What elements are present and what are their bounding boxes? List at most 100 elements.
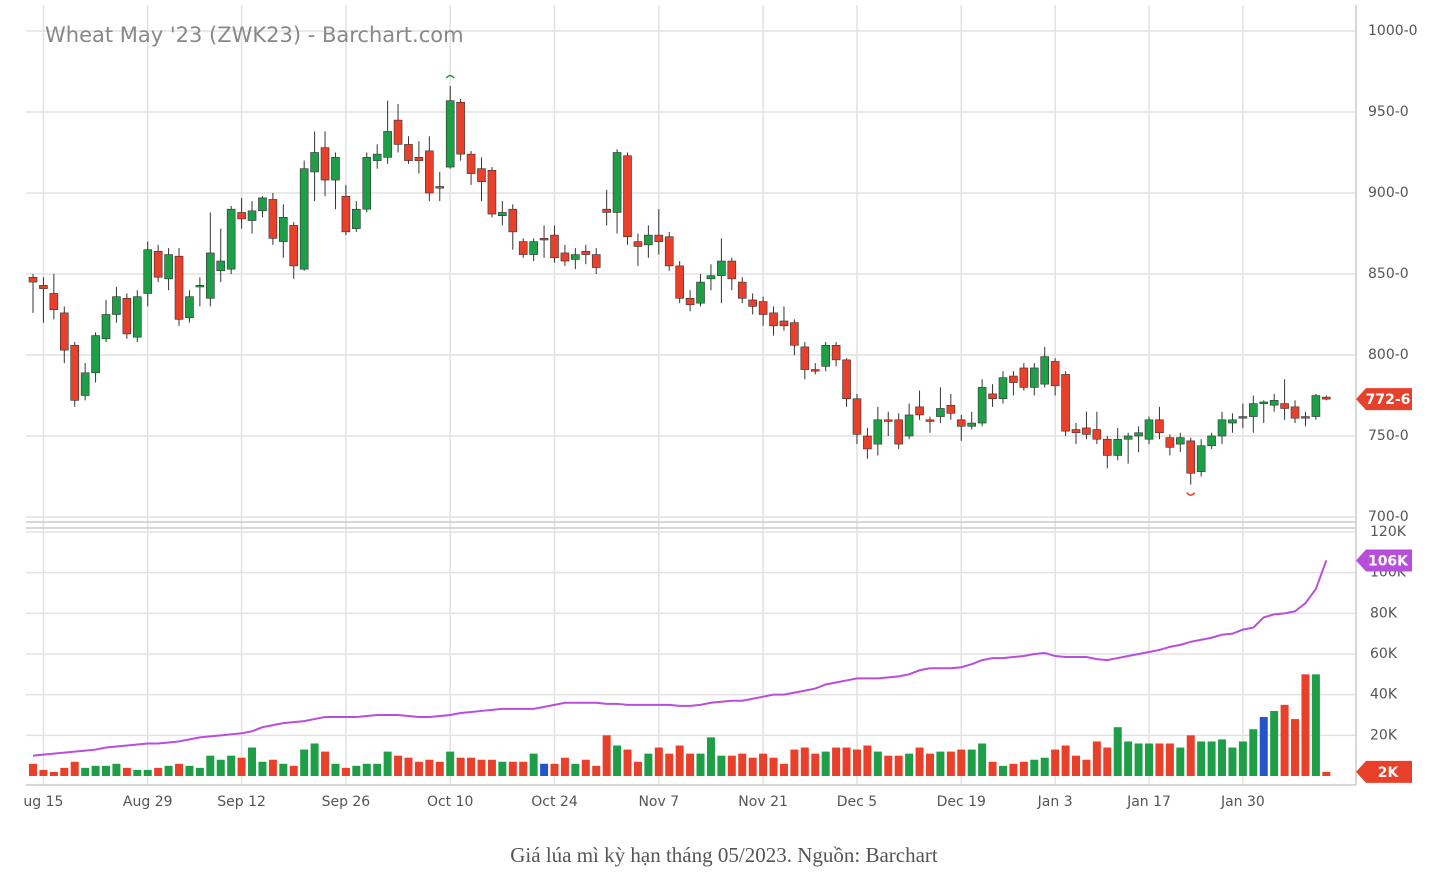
candle-body	[341, 195, 351, 233]
volume-bar	[133, 769, 142, 776]
volume-bar	[1030, 759, 1039, 776]
volume-bar	[560, 757, 569, 776]
volume-bar	[289, 765, 298, 776]
candle-body	[1113, 438, 1123, 456]
candle-body	[70, 344, 80, 401]
candle-body	[1019, 367, 1029, 388]
volume-bar	[665, 753, 674, 776]
volume-bar	[175, 763, 184, 776]
volume-bar	[91, 765, 100, 776]
candle-body	[706, 275, 716, 280]
candle-body	[268, 199, 278, 239]
candle-body	[1165, 437, 1175, 448]
candle-body	[185, 296, 194, 319]
volume-bar	[863, 745, 872, 776]
volume-bar	[352, 765, 361, 776]
volume-bar	[998, 765, 1007, 776]
candle-body	[790, 322, 799, 346]
x-tick-label: Sep 12	[217, 794, 266, 810]
volume-bar	[988, 761, 997, 776]
candle-body	[164, 254, 173, 280]
candle-body	[133, 296, 142, 338]
volume-bar	[467, 757, 476, 776]
candle-body	[988, 393, 997, 400]
candle-body	[279, 217, 288, 242]
candle-body	[1123, 435, 1133, 440]
candle-body	[91, 335, 100, 374]
candle-body	[414, 157, 424, 161]
candle-body	[602, 208, 611, 213]
value-badge	[1356, 760, 1412, 783]
volume-bar	[1322, 771, 1331, 776]
candle-body	[1009, 375, 1018, 383]
x-tick-label: Jan 30	[1220, 794, 1265, 810]
volume-bar	[206, 755, 215, 776]
candle-body	[226, 208, 236, 270]
candle-body	[1196, 445, 1206, 472]
volume-bar	[623, 749, 632, 776]
volume-bar	[300, 749, 309, 776]
volume-bar	[49, 771, 58, 776]
candle-body	[560, 252, 570, 262]
candle-body	[664, 236, 674, 267]
volume-bar	[1207, 741, 1216, 776]
candle-body	[404, 144, 413, 161]
candle-body	[727, 260, 737, 280]
y-tick-label: 1000-0	[1368, 23, 1418, 39]
volume-bar	[1259, 717, 1268, 776]
volume-bar	[258, 761, 267, 776]
y-tick-label: 950-0	[1368, 104, 1409, 120]
candle-body	[352, 208, 361, 229]
volume-bar	[477, 759, 486, 776]
x-tick-label: Sep 26	[322, 794, 371, 810]
candle-body	[153, 251, 163, 278]
candle-body	[685, 297, 695, 306]
volume-bar	[425, 759, 434, 776]
candle-body	[112, 296, 121, 315]
volume-bar	[237, 757, 246, 776]
volume-bar	[1040, 757, 1049, 776]
volume-bar	[1176, 747, 1185, 776]
candle-body	[289, 225, 299, 267]
volume-bar	[216, 759, 225, 776]
volume-bar	[957, 749, 966, 776]
x-tick-label: Oct 24	[531, 794, 578, 810]
candle-body	[748, 299, 757, 307]
volume-bar	[321, 751, 330, 776]
candle-body	[612, 152, 622, 213]
candle-body	[644, 234, 653, 246]
candle-body	[529, 241, 538, 255]
candle-body	[571, 254, 580, 260]
volume-bar	[122, 767, 131, 776]
volume-bar	[644, 753, 653, 776]
candle-body	[1155, 419, 1164, 434]
x-tick-label: Nov 21	[738, 794, 788, 810]
open-interest-line	[32, 560, 1328, 757]
background	[0, 0, 1448, 830]
volume-bar	[654, 747, 663, 776]
volume-bar	[394, 755, 403, 776]
candle-body	[1144, 419, 1154, 440]
candle-body	[331, 157, 340, 181]
candle-body	[122, 297, 132, 335]
volume-bar	[227, 755, 236, 776]
volume-bar	[1291, 719, 1300, 776]
volume-bar	[967, 749, 976, 776]
volume-bar	[978, 743, 987, 776]
candle-body	[247, 210, 257, 221]
volume-bar	[164, 765, 173, 776]
volume-bar	[759, 753, 768, 776]
volume-bar	[738, 753, 747, 776]
x-tick-label: Dec 5	[837, 794, 877, 810]
volume-bar	[790, 749, 799, 776]
volume-bar	[894, 755, 903, 776]
volume-bar	[1145, 743, 1154, 776]
candle-body	[1092, 429, 1102, 440]
candle-body	[769, 312, 778, 327]
volume-bar	[373, 763, 382, 776]
candle-body	[883, 419, 893, 422]
volume-bar	[842, 747, 851, 776]
candle-body	[518, 241, 528, 255]
value-badge-label: 772-6	[1366, 392, 1411, 408]
volume-bar	[81, 767, 90, 776]
